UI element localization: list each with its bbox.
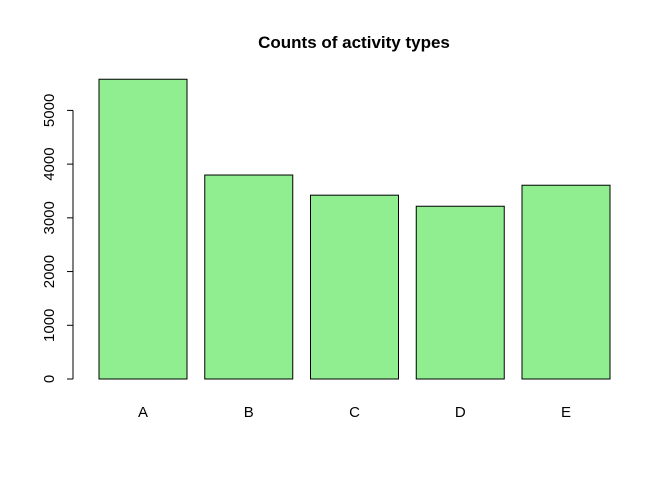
bar-e (521, 184, 611, 380)
bar-b (204, 174, 294, 380)
x-tick-label: B (244, 404, 254, 421)
x-tick-label: E (561, 404, 571, 421)
y-axis: 0 1000 2000 3000 4000 5000 (41, 94, 74, 383)
y-tick-label: 3000 (41, 201, 58, 234)
x-tick-label: D (455, 404, 466, 421)
y-tick-label: 2000 (41, 255, 58, 288)
x-axis-labels: A B C D E (138, 404, 571, 421)
bar-a (98, 78, 188, 380)
y-tick-label: 5000 (41, 94, 58, 127)
x-tick-label: C (349, 404, 360, 421)
bar-c (310, 194, 399, 380)
bar-d (415, 205, 505, 380)
x-tick-label: A (138, 404, 148, 421)
y-tick-label: 0 (41, 375, 58, 383)
y-tick-label: 4000 (41, 147, 58, 180)
y-tick-label: 1000 (41, 309, 58, 342)
chart-title: Counts of activity types (258, 33, 450, 52)
bars-group (98, 78, 611, 380)
